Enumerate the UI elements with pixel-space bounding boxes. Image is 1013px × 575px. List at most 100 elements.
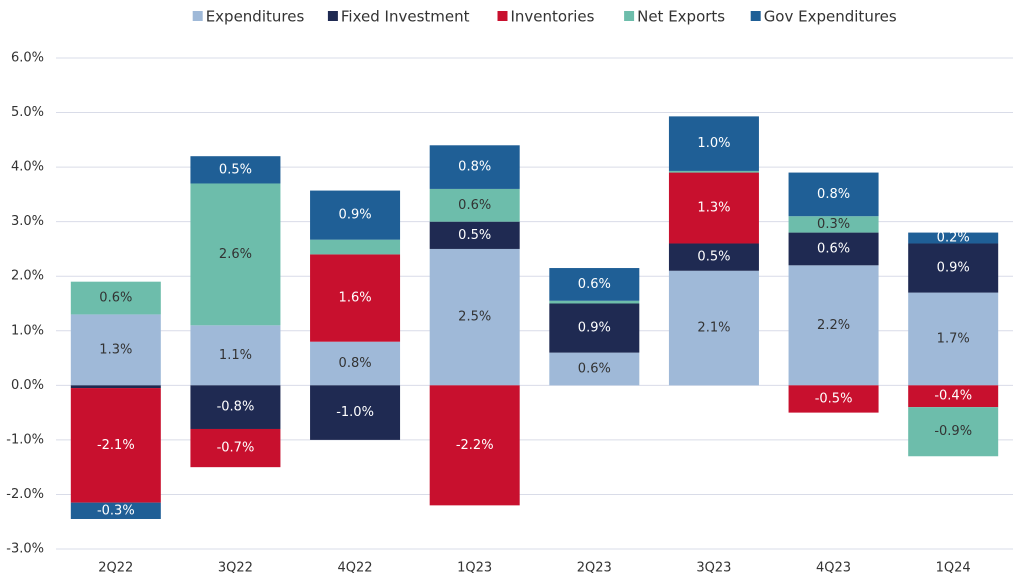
data-label: -0.8% (217, 400, 255, 415)
y-tick-label: 4.0% (11, 160, 44, 175)
bar-segment (429, 221, 520, 249)
bar-segment (668, 116, 759, 171)
bar-segment (549, 352, 640, 386)
y-tick-label: -2.0% (6, 487, 44, 502)
legend-label: Fixed Investment (341, 8, 470, 26)
legend-swatch (624, 11, 635, 21)
data-label: 0.6% (578, 277, 611, 292)
data-label: 0.6% (578, 361, 611, 376)
bar-segment (788, 385, 879, 413)
bar-segment (70, 385, 161, 389)
bar-segment (549, 303, 640, 353)
data-label: -1.0% (336, 405, 374, 420)
data-label: -0.5% (815, 391, 853, 406)
data-label: 1.1% (219, 348, 252, 363)
bar-segment (668, 172, 759, 244)
bar-segment (190, 325, 281, 386)
bar-segment (549, 300, 640, 304)
legend-label: Gov Expenditures (764, 8, 897, 26)
bar-segment (908, 232, 999, 244)
data-label: 0.8% (339, 356, 372, 371)
legend-swatch (497, 11, 508, 21)
bar-segment (788, 232, 879, 266)
bar-segment (190, 183, 281, 326)
bar-segment (310, 239, 401, 255)
bar-segment (70, 502, 161, 519)
bar-segment (788, 216, 879, 233)
y-tick-label: 6.0% (11, 51, 44, 66)
data-label: 1.0% (697, 136, 730, 151)
data-label: 0.8% (458, 160, 491, 175)
data-label: 2.5% (458, 310, 491, 325)
bar-segment (310, 254, 401, 342)
data-label: 0.5% (219, 162, 252, 177)
bar-segment (310, 385, 401, 440)
legend-swatch (327, 11, 338, 21)
data-label: 0.3% (817, 217, 850, 232)
data-label: 0.6% (99, 291, 132, 306)
y-tick-label: -1.0% (6, 432, 44, 447)
y-tick-label: -3.0% (6, 542, 44, 557)
bar-segment (310, 190, 401, 240)
bar-segment (190, 156, 281, 184)
bar-segment (908, 292, 999, 386)
data-label: 1.7% (937, 331, 970, 346)
x-tick-label: 4Q22 (338, 561, 373, 575)
bar-segment (788, 265, 879, 386)
data-label: 0.2% (937, 231, 970, 246)
data-label: 0.9% (339, 208, 372, 223)
data-label: 2.6% (219, 247, 252, 262)
bar-segment (908, 407, 999, 457)
x-tick-label: 3Q23 (696, 561, 731, 575)
bar-segment (668, 270, 759, 386)
data-label: 0.9% (937, 261, 970, 276)
legend-label: Inventories (511, 8, 595, 26)
bar-segment (908, 243, 999, 293)
bar-segment (429, 385, 520, 506)
bar-segment (668, 243, 759, 271)
legend-label: Net Exports (637, 8, 725, 26)
data-label: 1.3% (99, 342, 132, 357)
bar-segment (429, 145, 520, 189)
bar-segment (668, 170, 759, 173)
y-tick-label: 5.0% (11, 105, 44, 120)
bar-segment (70, 388, 161, 503)
data-label: -2.1% (97, 438, 135, 453)
bar-segment (429, 188, 520, 222)
x-tick-label: 2Q23 (577, 561, 612, 575)
y-tick-label: 1.0% (11, 323, 44, 338)
data-label: -0.7% (217, 441, 255, 456)
data-label: -2.2% (456, 438, 494, 453)
x-tick-label: 4Q23 (816, 561, 851, 575)
data-label: 1.3% (697, 201, 730, 216)
legend-swatch (192, 11, 203, 21)
data-label: 0.5% (458, 228, 491, 243)
bar-segment (429, 248, 520, 386)
data-label: -0.9% (934, 424, 972, 439)
x-tick-label: 1Q24 (936, 561, 971, 575)
y-tick-label: 3.0% (11, 214, 44, 229)
legend-label: Expenditures (206, 8, 305, 26)
data-label: 0.9% (578, 321, 611, 336)
data-label: 2.1% (697, 321, 730, 336)
bar-segment (310, 341, 401, 386)
data-label: 1.6% (339, 291, 372, 306)
data-label: 0.6% (458, 198, 491, 213)
bar-segment (788, 172, 879, 217)
bar-segment (70, 281, 161, 315)
data-label: 0.5% (697, 250, 730, 265)
bar-segment (190, 385, 281, 429)
bar-segment (908, 385, 999, 408)
data-label: -0.3% (97, 503, 135, 518)
x-tick-label: 1Q23 (457, 561, 492, 575)
x-tick-label: 2Q22 (98, 561, 133, 575)
x-tick-label: 3Q22 (218, 561, 253, 575)
data-label: 2.2% (817, 318, 850, 333)
y-tick-label: 2.0% (11, 269, 44, 284)
data-label: 0.8% (817, 187, 850, 202)
y-tick-label: 0.0% (11, 378, 44, 393)
data-label: -0.4% (934, 389, 972, 404)
data-label: 0.6% (817, 241, 850, 256)
bar-segment (70, 314, 161, 386)
